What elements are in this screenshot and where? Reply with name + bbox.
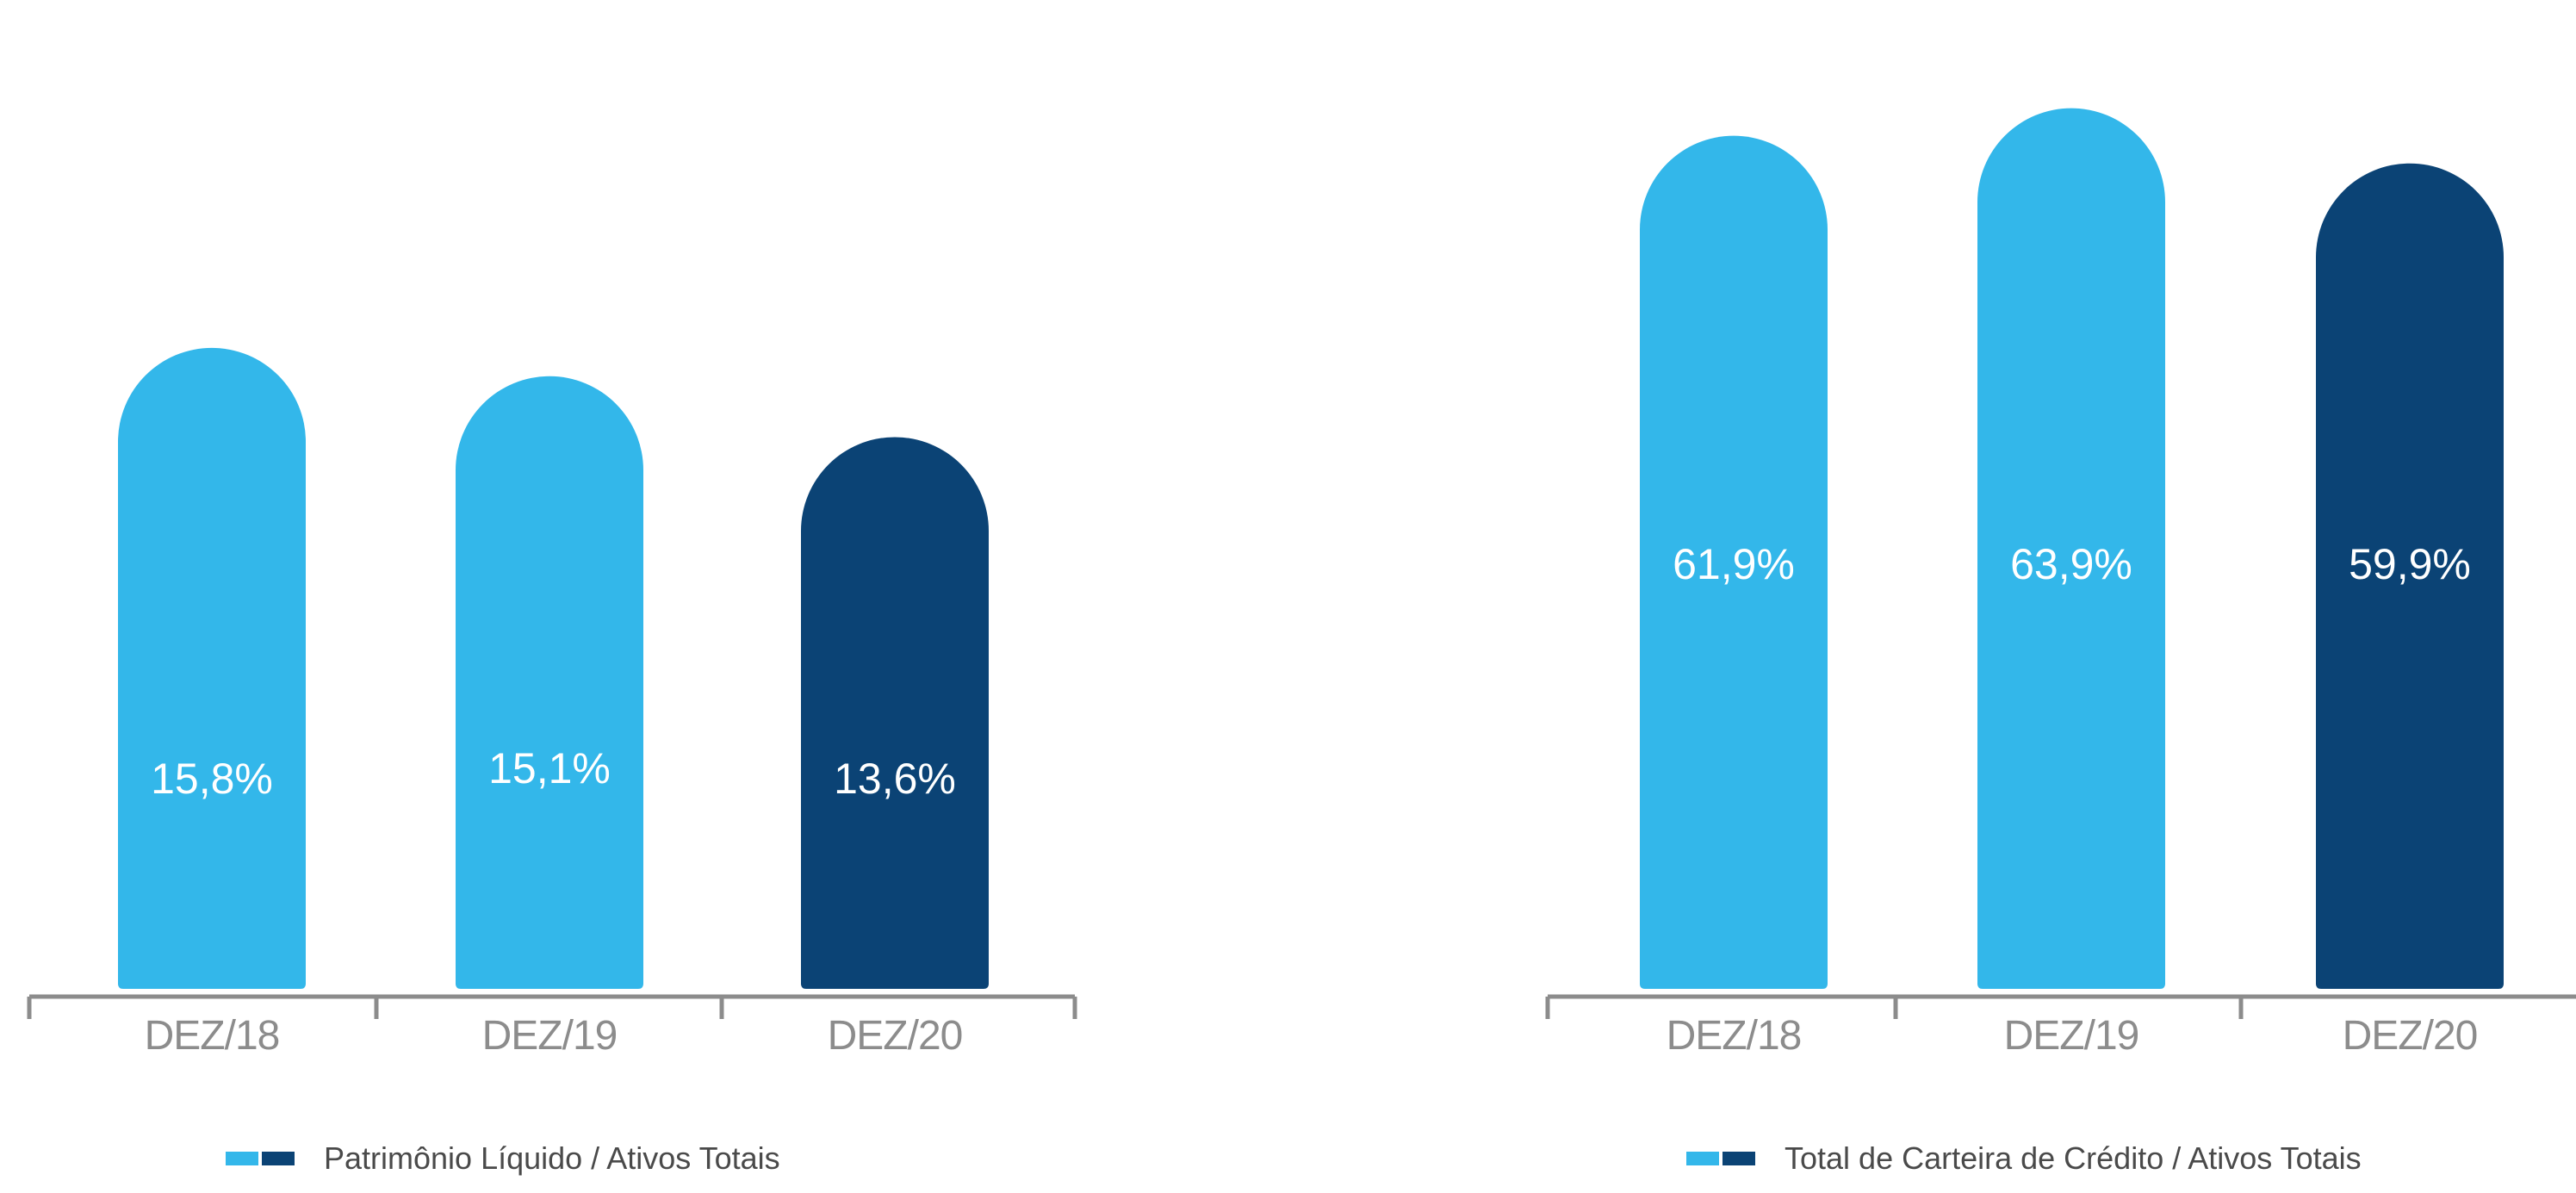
- bar-value-label: 61,9%: [1673, 540, 1795, 588]
- bar-dez-19: [1977, 108, 2165, 990]
- bar-dez-20: [2316, 163, 2504, 990]
- x-tick-label: DEZ/19: [2004, 1013, 2139, 1059]
- legend-swatch-dark: [1723, 1152, 1755, 1165]
- bar-dez-18: [118, 347, 306, 989]
- legend-label: Total de Carteira de Crédito / Ativos To…: [1785, 1140, 2362, 1176]
- legend-right: Total de Carteira de Crédito / Ativos To…: [1686, 1124, 2362, 1193]
- legend-label: Patrimônio Líquido / Ativos Totais: [324, 1140, 780, 1176]
- chart-left-svg: 15,8% DEZ/18 15,1% DEZ/19 13,6% DEZ/20: [27, 347, 1077, 1059]
- chart-right-svg: 61,9% DEZ/18 63,9% DEZ/19 59,9% DEZ/20: [1545, 108, 2576, 1059]
- bar-dez-20: [801, 437, 989, 990]
- legend-swatch-light: [226, 1152, 258, 1165]
- legend-left: Patrimônio Líquido / Ativos Totais: [226, 1124, 780, 1193]
- bar-dez-19: [456, 376, 643, 989]
- bar-value-label: 63,9%: [2010, 540, 2132, 588]
- x-tick-label: DEZ/20: [2343, 1013, 2478, 1059]
- bar-value-label: 13,6%: [834, 755, 956, 803]
- bar-value-label: 15,1%: [488, 744, 611, 792]
- x-tick-label: DEZ/20: [828, 1013, 963, 1059]
- chart-left: 15,8% DEZ/18 15,1% DEZ/19 13,6% DEZ/20 Patrim…: [0, 0, 1206, 1193]
- x-tick-label: DEZ/18: [1667, 1013, 1802, 1059]
- x-tick-label: DEZ/19: [482, 1013, 618, 1059]
- bar-value-label: 59,9%: [2349, 540, 2471, 588]
- x-tick-label: DEZ/18: [145, 1013, 280, 1059]
- bar-value-label: 15,8%: [151, 755, 273, 803]
- chart-right: 61,9% DEZ/18 63,9% DEZ/19 59,9% DEZ/20 Total …: [1516, 0, 2576, 1193]
- legend-swatch-light: [1686, 1152, 1719, 1165]
- legend-swatch-dark: [262, 1152, 295, 1165]
- bar-dez-18: [1640, 135, 1828, 989]
